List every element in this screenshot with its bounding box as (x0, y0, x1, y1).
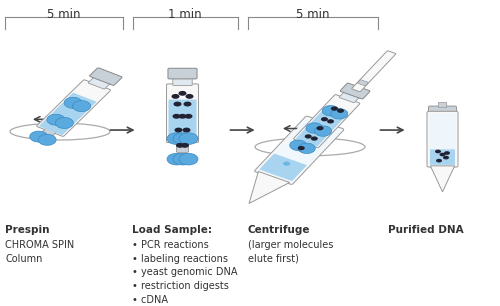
Circle shape (174, 102, 182, 106)
Polygon shape (249, 171, 290, 203)
Circle shape (174, 128, 182, 132)
Circle shape (179, 133, 198, 144)
FancyBboxPatch shape (260, 154, 306, 181)
Circle shape (56, 118, 74, 129)
FancyBboxPatch shape (254, 116, 344, 185)
Text: Purified DNA: Purified DNA (388, 225, 463, 235)
Text: Prespin: Prespin (5, 225, 50, 235)
Circle shape (64, 97, 82, 108)
Circle shape (283, 162, 290, 166)
Circle shape (167, 133, 186, 144)
Circle shape (290, 140, 306, 151)
Text: • PCR reactions
• labeling reactions
• yeast genomic DNA
• restriction digests
•: • PCR reactions • labeling reactions • y… (132, 240, 238, 304)
Circle shape (176, 143, 184, 148)
FancyBboxPatch shape (430, 114, 456, 165)
FancyBboxPatch shape (39, 93, 96, 135)
Circle shape (444, 151, 450, 155)
FancyBboxPatch shape (166, 84, 198, 143)
Circle shape (179, 153, 198, 165)
Circle shape (178, 114, 186, 119)
Circle shape (314, 126, 332, 136)
Circle shape (184, 102, 192, 106)
Polygon shape (430, 166, 454, 192)
Circle shape (337, 109, 344, 113)
Circle shape (298, 143, 316, 154)
Circle shape (331, 109, 348, 119)
FancyBboxPatch shape (438, 103, 446, 108)
Circle shape (186, 94, 194, 99)
FancyBboxPatch shape (176, 141, 188, 152)
Text: 1 min: 1 min (168, 8, 202, 21)
Circle shape (182, 128, 190, 132)
FancyBboxPatch shape (173, 77, 192, 85)
Circle shape (47, 114, 65, 125)
FancyBboxPatch shape (37, 128, 56, 141)
Circle shape (322, 106, 339, 116)
Circle shape (327, 119, 334, 124)
FancyBboxPatch shape (88, 76, 110, 89)
FancyBboxPatch shape (294, 95, 360, 147)
Circle shape (311, 136, 318, 141)
FancyBboxPatch shape (168, 68, 197, 79)
FancyBboxPatch shape (36, 80, 111, 136)
Circle shape (331, 106, 338, 111)
Text: CHROMA SPIN
Column: CHROMA SPIN Column (5, 240, 74, 264)
Circle shape (321, 117, 328, 121)
FancyBboxPatch shape (427, 111, 458, 167)
Text: 5 min: 5 min (47, 8, 81, 21)
Circle shape (184, 114, 192, 119)
FancyBboxPatch shape (340, 83, 370, 99)
Circle shape (435, 150, 441, 153)
Circle shape (30, 131, 48, 142)
FancyBboxPatch shape (294, 140, 312, 152)
Circle shape (167, 153, 186, 165)
Text: Load Sample:: Load Sample: (132, 225, 212, 235)
Text: Centrifuge: Centrifuge (248, 225, 310, 235)
Text: (larger molecules
elute first): (larger molecules elute first) (248, 240, 333, 264)
FancyBboxPatch shape (296, 107, 347, 146)
Circle shape (304, 134, 312, 139)
Circle shape (443, 156, 449, 159)
Circle shape (440, 153, 446, 156)
Circle shape (172, 94, 179, 99)
FancyBboxPatch shape (339, 91, 359, 103)
Circle shape (173, 153, 192, 165)
Circle shape (181, 143, 189, 148)
FancyBboxPatch shape (90, 68, 122, 85)
Circle shape (173, 133, 192, 144)
Text: 5 min: 5 min (296, 8, 329, 21)
Circle shape (72, 101, 90, 112)
FancyBboxPatch shape (428, 106, 456, 115)
Circle shape (172, 114, 180, 119)
FancyBboxPatch shape (258, 119, 340, 182)
FancyBboxPatch shape (168, 99, 196, 142)
Circle shape (316, 126, 324, 130)
Circle shape (436, 159, 442, 162)
FancyBboxPatch shape (358, 80, 368, 86)
Circle shape (178, 91, 186, 96)
Circle shape (38, 134, 56, 145)
FancyBboxPatch shape (430, 149, 455, 165)
Circle shape (298, 146, 304, 150)
FancyBboxPatch shape (352, 51, 396, 92)
Circle shape (306, 123, 323, 133)
